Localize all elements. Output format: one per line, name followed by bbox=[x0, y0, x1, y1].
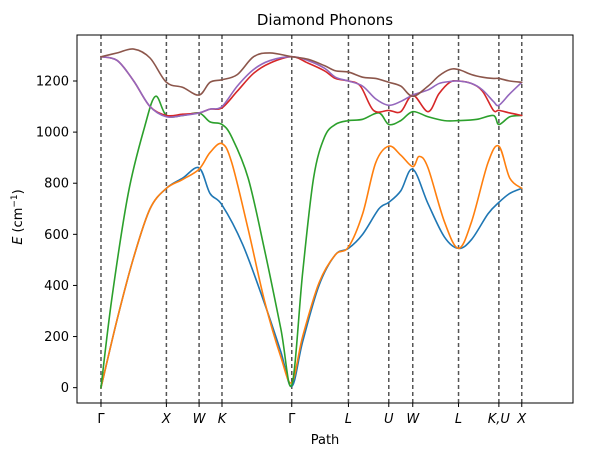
plot-frame bbox=[76, 34, 574, 404]
x-tick-label-5: L bbox=[345, 412, 352, 427]
x-tick-label-7: W bbox=[406, 412, 420, 427]
x-tick-label-2: W bbox=[193, 412, 207, 427]
x-tick-label-0: Γ bbox=[97, 412, 105, 427]
x-tick-label-3: K bbox=[218, 412, 228, 427]
x-axis-title: Path bbox=[311, 433, 340, 448]
chart-title: Diamond Phonons bbox=[257, 11, 393, 29]
y-tick-label-4: 800 bbox=[44, 177, 69, 192]
band-line-4 bbox=[100, 55, 523, 119]
band-line-5 bbox=[100, 48, 523, 98]
x-tick-label-8: L bbox=[455, 412, 462, 427]
y-tick-label-3: 600 bbox=[44, 228, 69, 243]
band-series bbox=[100, 48, 523, 389]
y-tick-label-6: 1200 bbox=[36, 75, 69, 90]
y-tick-label-0: 0 bbox=[61, 381, 69, 396]
y-tick-label-1: 200 bbox=[44, 330, 69, 345]
plot-background bbox=[77, 35, 573, 403]
y-axis-title-sup: −1 bbox=[10, 194, 20, 207]
x-tick-label-10: X bbox=[516, 412, 527, 427]
x-tick-label-4: Γ bbox=[288, 412, 296, 427]
high-symmetry-lines bbox=[100, 35, 523, 403]
x-tick-label-6: U bbox=[384, 412, 394, 427]
y-tick-label-5: 1000 bbox=[36, 126, 69, 141]
y-axis-title: E (cm−1) bbox=[10, 189, 26, 244]
band-line-1 bbox=[100, 142, 523, 389]
plot-area bbox=[77, 35, 573, 403]
x-tick-label-9: K,U bbox=[488, 412, 511, 427]
y-tick-label-2: 400 bbox=[44, 279, 69, 294]
x-tick-label-1: X bbox=[161, 412, 172, 427]
y-axis-title-symbol: E bbox=[11, 236, 26, 245]
y-axis-title-close: ) bbox=[11, 189, 26, 194]
y-axis-title-open: (cm bbox=[11, 208, 26, 233]
